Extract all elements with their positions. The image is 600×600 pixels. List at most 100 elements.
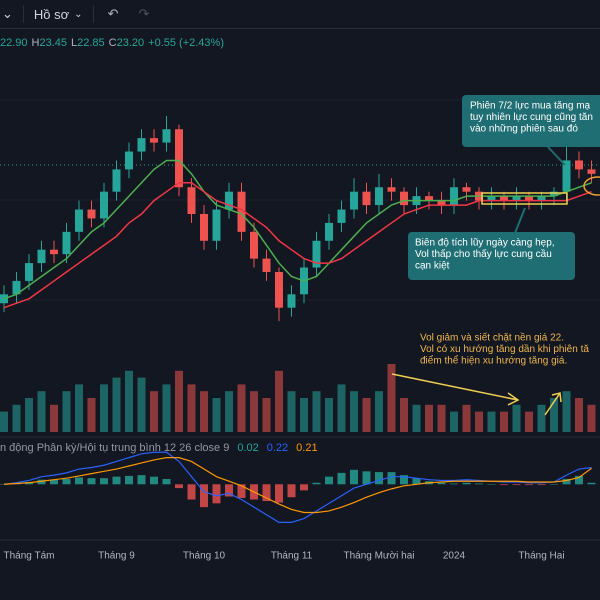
candle-body bbox=[25, 263, 33, 281]
macd-histogram-bar bbox=[0, 484, 8, 485]
candle-body bbox=[100, 191, 108, 219]
legend-key: C bbox=[108, 37, 117, 49]
macd-histogram-bar bbox=[350, 469, 358, 485]
volume-bar bbox=[262, 398, 271, 432]
volume-bar bbox=[462, 404, 471, 432]
volume-bar bbox=[587, 404, 596, 432]
volume-bar bbox=[387, 364, 396, 432]
candle-body bbox=[212, 209, 221, 241]
macd-histogram-bar bbox=[187, 484, 196, 500]
macd-histogram-bar bbox=[37, 479, 46, 485]
annotation-box bbox=[408, 232, 575, 280]
open-value: 22.90 bbox=[0, 37, 28, 49]
volume-bar bbox=[50, 404, 58, 432]
redo-button[interactable]: ↷ bbox=[138, 6, 150, 21]
arrow-head bbox=[551, 392, 562, 403]
macd-histogram-bar bbox=[412, 478, 421, 485]
candle-body bbox=[225, 191, 233, 210]
candle-body bbox=[350, 191, 358, 210]
candle-body bbox=[137, 138, 146, 152]
candle-body bbox=[37, 249, 46, 264]
volume-bar bbox=[450, 411, 458, 432]
volume-bar bbox=[237, 384, 246, 432]
candle-body bbox=[500, 196, 508, 201]
volume-bar bbox=[225, 391, 233, 432]
macd-histogram-bar bbox=[537, 484, 546, 486]
undo-button[interactable]: ↶ bbox=[107, 6, 119, 21]
volume-bar bbox=[100, 384, 108, 432]
volume-bar bbox=[412, 404, 421, 432]
macd-histogram-bar bbox=[362, 471, 371, 485]
candle-body bbox=[512, 196, 521, 201]
candle-body bbox=[125, 151, 133, 170]
candle-body bbox=[337, 209, 346, 223]
dropdown-caret[interactable]: ⌄ bbox=[2, 6, 13, 21]
candle-body bbox=[0, 294, 8, 304]
volume-bar bbox=[537, 404, 546, 432]
moving-average bbox=[3, 159, 592, 300]
candle-body bbox=[387, 187, 396, 192]
volume-bar bbox=[437, 404, 446, 432]
macd-histogram-bar bbox=[575, 475, 583, 485]
separator bbox=[22, 5, 24, 23]
macd-histogram-bar bbox=[237, 484, 246, 498]
macd-histogram-bar bbox=[100, 478, 108, 485]
macd-histogram-bar bbox=[175, 484, 183, 489]
volume-bar bbox=[400, 398, 408, 432]
annotation-text: điểm thể hiện xu hướng tăng giá. bbox=[420, 355, 567, 367]
arrow-head bbox=[507, 392, 520, 406]
candle-body bbox=[50, 249, 58, 255]
macd-histogram-bar bbox=[400, 475, 408, 485]
volume-bar bbox=[75, 384, 83, 432]
legend-value: 23.45 bbox=[39, 37, 68, 49]
volume-bar bbox=[12, 404, 21, 432]
candle-body bbox=[262, 258, 271, 272]
macd-legend: n động Phân kỳ/Hội tụ trung bình 12 26 c… bbox=[0, 442, 318, 454]
candle-body bbox=[287, 294, 296, 308]
profile-button[interactable]: Hồ sơ bbox=[33, 6, 70, 22]
legend-key: L bbox=[71, 37, 78, 49]
x-tick-label: Tháng Tám bbox=[4, 551, 55, 562]
macd-histogram-bar bbox=[275, 484, 283, 503]
dropdown-caret[interactable]: ⌄ bbox=[74, 8, 83, 20]
volume-bar bbox=[375, 391, 383, 432]
volume-bar bbox=[500, 411, 508, 432]
candle-body bbox=[537, 196, 546, 201]
legend-value: 22.85 bbox=[77, 37, 105, 49]
x-tick-label: Tháng 11 bbox=[271, 551, 313, 562]
candle-body bbox=[487, 196, 496, 201]
volume-bar bbox=[575, 398, 583, 432]
volume-bar bbox=[275, 370, 283, 432]
volume-bar bbox=[62, 391, 71, 432]
volume-bar bbox=[0, 411, 8, 432]
volume-bar bbox=[187, 384, 196, 432]
macd-histogram-bar bbox=[87, 478, 96, 485]
candle-body bbox=[112, 169, 121, 192]
macd-histogram-bar bbox=[325, 476, 333, 485]
annotation-text: tuy nhiên lực cung cũng tăn bbox=[470, 112, 593, 123]
histogram-value: 0.02 bbox=[237, 442, 259, 454]
macd-histogram-bar bbox=[475, 483, 483, 485]
candle-body bbox=[375, 187, 383, 206]
volume-bar bbox=[287, 391, 296, 432]
candle-body bbox=[437, 200, 446, 206]
x-tick-label: Tháng Mười hai bbox=[343, 551, 414, 562]
signal-value: 0.21 bbox=[296, 442, 318, 454]
macd-histogram-bar bbox=[50, 479, 58, 485]
macd-histogram-bar bbox=[337, 472, 346, 485]
highlight-ellipse bbox=[583, 176, 600, 196]
annotation-text: Biên độ tích lũy ngày càng hẹp, bbox=[415, 238, 555, 249]
volume-bar bbox=[562, 391, 571, 432]
candle-body bbox=[562, 160, 571, 192]
volume-bar bbox=[25, 398, 33, 432]
candle-body bbox=[462, 187, 471, 192]
annotation-text: cạn kiệt bbox=[415, 261, 450, 272]
volume-bar bbox=[487, 411, 496, 432]
candle-body bbox=[525, 196, 533, 201]
volume-bar bbox=[312, 391, 321, 432]
volume-bar bbox=[150, 391, 158, 432]
macd-histogram-bar bbox=[562, 478, 571, 485]
macd-histogram-bar bbox=[62, 478, 71, 485]
